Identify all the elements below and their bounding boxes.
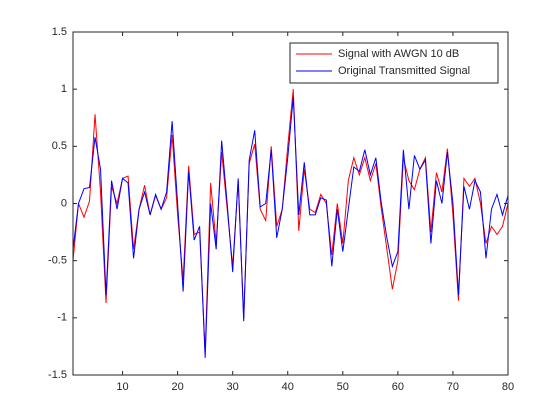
y-tick-label: -1.5: [48, 369, 67, 381]
x-tick-label: 70: [447, 381, 459, 393]
axes-box: [72, 31, 509, 376]
legend-box: [289, 42, 499, 84]
x-tick-label: 50: [337, 381, 349, 393]
plot-area: [73, 32, 508, 375]
series-line: [72, 89, 509, 353]
x-tick-label: 10: [116, 381, 128, 393]
y-tick-label: -0.5: [48, 255, 67, 267]
y-tick-label: -1: [57, 312, 67, 324]
y-tick-label: 1: [61, 83, 67, 95]
legend: Signal with AWGN 10 dB Original Transmitt…: [289, 42, 499, 84]
y-tick-label: 0: [61, 197, 67, 209]
x-tick-label: 60: [392, 381, 404, 393]
y-tick-label: 0.5: [52, 140, 67, 152]
y-tick-label: 1.5: [52, 26, 67, 38]
x-tick-label: 80: [502, 381, 514, 393]
x-tick-label: 20: [171, 381, 183, 393]
legend-label: Signal with AWGN 10 dB: [338, 48, 459, 60]
legend-label: Original Transmitted Signal: [338, 65, 470, 77]
x-tick-label: 40: [282, 381, 294, 393]
series-line: [72, 97, 509, 358]
x-tick-label: 30: [227, 381, 239, 393]
